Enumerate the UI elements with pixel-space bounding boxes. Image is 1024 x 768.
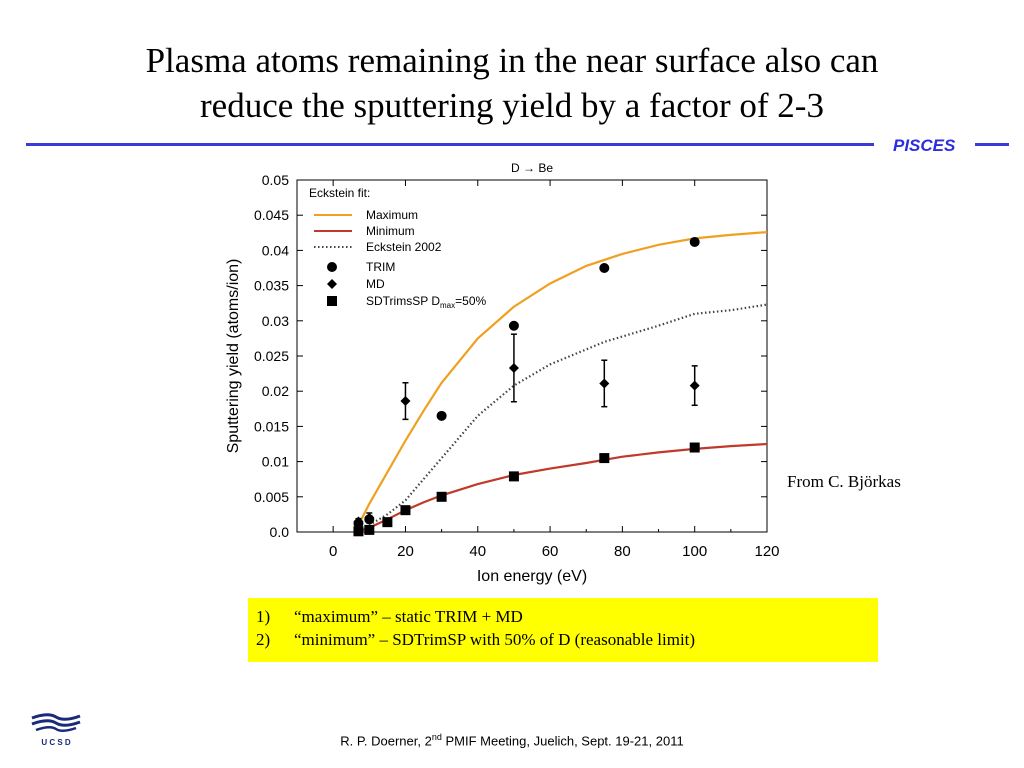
x-tick-label: 80: [614, 543, 631, 560]
x-tick-label: 60: [542, 543, 559, 560]
y-tick-label: 0.04: [262, 242, 289, 258]
title-line-1: Plasma atoms remaining in the near surfa…: [145, 41, 879, 80]
x-axis-label: Ion energy (eV): [477, 568, 587, 585]
note-text: “minimum” – SDTrimSP with 50% of D (reas…: [294, 630, 696, 649]
point-square: [382, 517, 393, 528]
y-tick-label: 0.005: [254, 489, 289, 505]
line-maximum: [357, 231, 768, 526]
footer-text-pre: R. P. Doerner, 2: [340, 733, 432, 749]
footer-superscript: nd: [431, 732, 442, 742]
x-tick-label: 100: [682, 543, 707, 560]
y-tick-label: 0.045: [254, 207, 289, 223]
y-tick-label: 0.01: [262, 454, 289, 470]
logo-wave-1: [31, 713, 81, 721]
logo-wave-3: [35, 726, 77, 732]
sputtering-yield-chart: D → Be Ion energy (eV) Sputtering yield …: [225, 161, 780, 585]
footer: R. P. Doerner, 2nd PMIF Meeting, Juelich…: [0, 732, 1024, 748]
slide-title: Plasma atoms remaining in the near surfa…: [40, 38, 984, 128]
legend-marker: [327, 279, 337, 289]
point-diamond: [364, 512, 375, 523]
point-diamond: [400, 396, 411, 407]
legend-label: Eckstein 2002: [366, 240, 442, 254]
legend-label: TRIM: [366, 260, 395, 274]
logo-wave-2: [31, 719, 81, 727]
footer-text-post: PMIF Meeting, Juelich, Sept. 19-21, 2011: [441, 733, 684, 749]
point-diamond: [508, 362, 519, 373]
y-tick-label: 0.025: [254, 348, 289, 364]
point-diamond: [689, 380, 700, 391]
x-tick-label: 40: [469, 543, 486, 560]
legend-label: Maximum: [366, 208, 418, 222]
y-axis-label: Sputtering yield (atoms/ion): [225, 259, 242, 454]
legend-label: SDTrimsSP Dmax=50%: [366, 294, 486, 310]
legend-marker: [327, 262, 337, 272]
point-circle: [436, 410, 447, 421]
title-line-2: reduce the sputtering yield by a factor …: [200, 86, 824, 125]
x-tick-label: 120: [754, 543, 779, 560]
line-minimum: [358, 442, 768, 533]
point-diamond: [599, 378, 610, 389]
y-tick-label: 0.05: [262, 172, 289, 188]
point-square: [689, 442, 700, 453]
point-diamond: [353, 516, 364, 527]
point-square: [364, 524, 375, 535]
logo-text: U C S D: [41, 738, 71, 747]
y-tick-label: 0.035: [254, 278, 289, 294]
y-tick-label: 0.03: [262, 313, 289, 329]
point-square: [353, 526, 364, 537]
y-tick-label: 0.0: [270, 524, 290, 540]
ucsd-logo: U C S D: [31, 713, 81, 747]
legend-label: MD: [366, 277, 385, 291]
legend-marker: [327, 296, 337, 306]
note-number: 2): [256, 630, 271, 649]
note-number: 1): [256, 607, 271, 626]
brand-label: PISCES: [893, 136, 956, 155]
x-tick-label: 0: [329, 543, 337, 560]
point-square: [599, 453, 610, 464]
header-rule: [26, 143, 874, 146]
y-tick-label: 0.02: [262, 383, 289, 399]
y-tick-label: 0.015: [254, 418, 289, 434]
legend-title: Eckstein fit:: [309, 186, 370, 200]
note-text: “maximum” – static TRIM + MD: [294, 607, 523, 626]
notes-box: 1) “maximum” – static TRIM + MD 2) “mini…: [248, 598, 878, 662]
line-eckstein-2002: [357, 303, 768, 532]
point-circle: [599, 263, 610, 273]
point-square: [400, 505, 411, 516]
point-square: [436, 491, 447, 502]
point-circle: [689, 236, 700, 247]
point-circle: [508, 320, 519, 331]
x-tick-label: 20: [397, 543, 414, 560]
legend-label: Minimum: [366, 224, 415, 238]
note-item: 1) “maximum” – static TRIM + MD: [256, 605, 878, 628]
chart-legend: Eckstein fit: Maximum Minimum Eckstein 2002…: [309, 186, 486, 310]
note-item: 2) “minimum” – SDTrimSP with 50% of D (r…: [256, 628, 878, 651]
point-square: [508, 471, 519, 482]
header-rule-right: [975, 143, 1009, 146]
credit-text: From C. Björkas: [787, 472, 901, 491]
chart-title: D → Be: [511, 161, 553, 175]
